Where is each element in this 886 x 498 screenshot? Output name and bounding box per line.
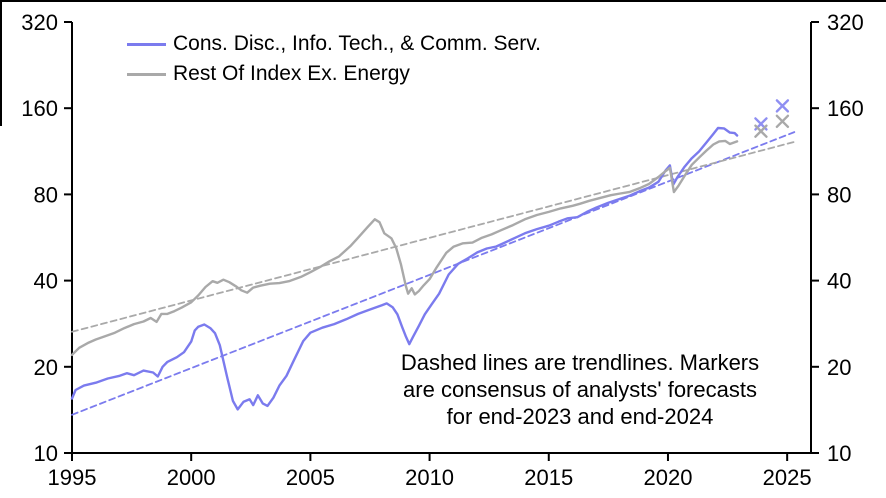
series-line-1 — [70, 139, 739, 357]
x-tick-label: 2005 — [286, 465, 335, 490]
trendline-2 — [71, 131, 796, 416]
chart-annotation: Dashed lines are trendlines. Markers are… — [350, 349, 810, 430]
x-tick-label: 2010 — [405, 465, 454, 490]
annotation-line: are consensus of analysts' forecasts — [403, 377, 757, 402]
legend-label: Rest Of Index Ex. Energy — [173, 62, 410, 85]
y-tick-label-left: 80 — [34, 182, 58, 207]
axis-spines — [71, 22, 812, 454]
y-tick-label-right: 320 — [827, 10, 864, 35]
annotation-line: Dashed lines are trendlines. Markers — [400, 350, 760, 375]
legend-line-swatch-blue — [127, 42, 166, 46]
y-tick-label-right: 40 — [827, 269, 851, 294]
y-tick-label-left: 10 — [34, 441, 58, 466]
y-tick-label-right: 80 — [827, 182, 851, 207]
frame-border-left — [0, 0, 2, 126]
y-tick-label-right: 10 — [827, 441, 851, 466]
forecast-marker-x — [775, 114, 790, 129]
annotation-line: for end-2023 and end-2024 — [446, 404, 714, 429]
chart-legend: Cons. Disc., Info. Tech., & Comm. Serv. … — [127, 29, 541, 89]
x-tick-label: 2000 — [167, 465, 216, 490]
legend-item-cons-disc-tech-comm: Cons. Disc., Info. Tech., & Comm. Serv. — [127, 29, 541, 59]
y-tick-label-left: 20 — [34, 355, 58, 380]
y-tick-label-left: 320 — [21, 10, 58, 35]
x-tick-label: 2015 — [524, 465, 573, 490]
legend-item-rest-of-index: Rest Of Index Ex. Energy — [127, 59, 541, 89]
x-tick-label: 1995 — [48, 465, 97, 490]
y-tick-label-left: 40 — [34, 269, 58, 294]
y-tick-label-left: 160 — [21, 96, 58, 121]
legend-line-swatch-gray — [127, 72, 166, 76]
y-tick-label-right: 20 — [827, 355, 851, 380]
x-tick-label: 2020 — [643, 465, 692, 490]
frame-border-top — [0, 0, 886, 2]
y-tick-label-right: 160 — [827, 96, 864, 121]
forecast-marker-x — [775, 99, 790, 113]
forecast-marker-x — [754, 124, 768, 138]
x-tick-label: 2025 — [763, 465, 812, 490]
legend-label: Cons. Disc., Info. Tech., & Comm. Serv. — [173, 32, 542, 55]
series-line-0 — [70, 126, 739, 411]
